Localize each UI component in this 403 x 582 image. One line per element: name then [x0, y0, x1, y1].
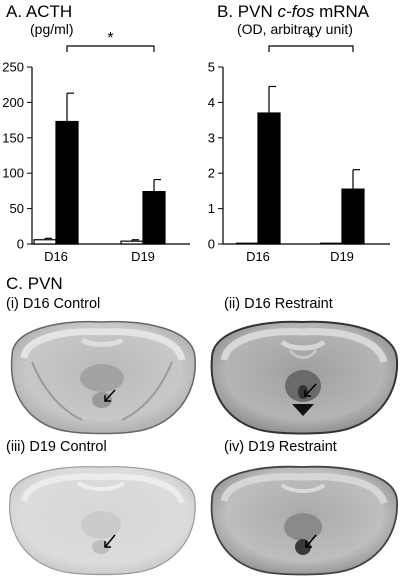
panel-b-title-italic: c-fos: [277, 2, 315, 21]
bar-d16-restraint: [257, 112, 281, 245]
y-tick-label: 100: [2, 166, 24, 181]
y-tick-label: 5: [208, 60, 215, 75]
brain-label-4: (iv) D19 Restraint: [224, 439, 337, 455]
y-tick-label: 2: [208, 166, 215, 181]
bar-d16-restraint: [55, 120, 79, 245]
bar-d19-restraint: [142, 191, 166, 245]
significance-bracket: [268, 45, 354, 52]
brain-label-2: (ii) D16 Restraint: [224, 296, 333, 312]
panel-c-title: C. PVN: [6, 274, 63, 294]
y-tick-label: 50: [10, 201, 24, 216]
panel-b-title: B. PVN c-fos mRNA: [217, 2, 369, 22]
panel-a-unit: (pg/ml): [30, 21, 74, 37]
brain-label-3: (iii) D19 Control: [6, 439, 107, 455]
panel-c-letter: C.: [6, 274, 23, 293]
chart-a: 0 50 100 150 200 250 D16 D19 *: [2, 30, 190, 264]
y-tick-label: 0: [208, 237, 215, 252]
y-tick-label: 200: [2, 95, 24, 110]
panel-a-title-text: ACTH: [25, 2, 73, 21]
panel-b-title-prefix: PVN: [237, 2, 273, 21]
bar-d16-control: [33, 239, 57, 245]
panel-a-letter: A.: [6, 2, 23, 21]
x-tick-label: D16: [246, 249, 270, 264]
y-tick-label: 0: [17, 237, 24, 252]
bar-d19-control: [120, 240, 144, 245]
x-tick-label: D19: [131, 249, 155, 264]
arrow-icon: [104, 534, 116, 548]
y-tick-label: 4: [208, 95, 215, 110]
panel-c-title-text: PVN: [27, 274, 63, 293]
significance-label: *: [107, 30, 113, 47]
x-tick-label: D19: [330, 249, 354, 264]
brain-image-d16-control: [10, 320, 196, 435]
significance-bracket: [66, 45, 155, 52]
arrow-icon: [305, 534, 317, 548]
chart-b: 0 1 2 3 4 5 D16 D19 *: [208, 30, 390, 264]
brain-label-1: (i) D16 Control: [6, 296, 101, 312]
bar-d19-restraint: [341, 188, 365, 245]
y-tick-label: 3: [208, 130, 215, 145]
panel-a-title: A. ACTH: [6, 2, 72, 22]
y-tick-label: 1: [208, 201, 215, 216]
panel-b-letter: B.: [217, 2, 234, 21]
y-tick-label: 150: [2, 130, 24, 145]
arrow-icon: [304, 383, 317, 397]
arrow-icon: [104, 389, 116, 402]
panel-b-unit: (OD, arbitrary unit): [237, 21, 353, 37]
brain-image-d19-restraint: [210, 465, 398, 576]
panel-b-title-suffix: mRNA: [319, 2, 370, 21]
significance-label: *: [308, 30, 314, 47]
x-tick-label: D16: [44, 249, 68, 264]
brain-image-d16-restraint: [210, 320, 399, 435]
brain-image-d19-control: [9, 466, 196, 576]
y-tick-label: 250: [2, 60, 24, 75]
